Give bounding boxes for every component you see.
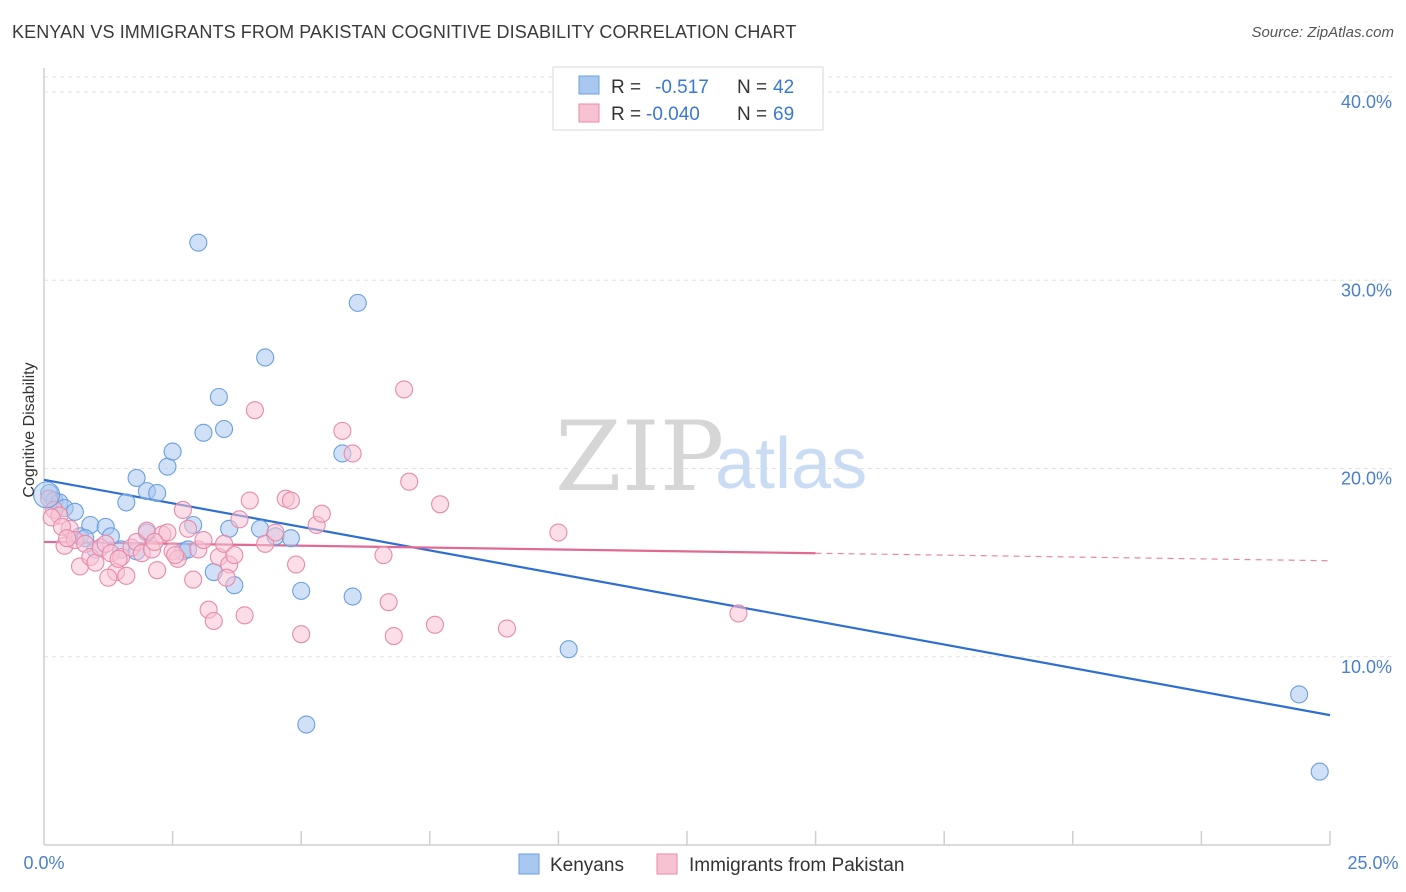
- point-series-0: [163, 442, 182, 461]
- point-series-0: [1310, 762, 1329, 781]
- point-series-1: [287, 555, 306, 574]
- series-legend: Kenyans Immigrants from Pakistan: [518, 853, 904, 876]
- point-series-0: [292, 581, 311, 600]
- point-series-0: [559, 640, 578, 659]
- watermark: ZIP atlas: [555, 401, 867, 513]
- point-series-1: [384, 627, 403, 646]
- point-series-1: [148, 561, 167, 580]
- legend-r-value-pakistan: -0.040: [646, 104, 700, 125]
- point-series-1: [395, 380, 414, 399]
- point-series-0: [214, 419, 234, 439]
- point-series-0: [148, 483, 167, 503]
- grid-lines: [44, 76, 1392, 658]
- y-tick-label: 30.0%: [1341, 280, 1392, 300]
- point-series-1: [166, 546, 185, 565]
- point-series-1: [99, 568, 118, 587]
- point-series-1: [217, 568, 236, 587]
- point-series-0: [250, 519, 270, 538]
- point-series-1: [240, 491, 259, 510]
- legend-swatch-pakistan-bottom: [656, 853, 678, 875]
- point-series-1: [173, 500, 192, 519]
- legend-r-label-kenyans: R =: [611, 77, 641, 98]
- point-series-1: [281, 491, 300, 510]
- point-series-1: [343, 444, 362, 463]
- point-series-0: [256, 348, 275, 367]
- point-series-1: [145, 532, 164, 551]
- point-series-1: [178, 519, 198, 538]
- point-series-1: [230, 510, 249, 529]
- y-tick-labels: 10.0% 20.0% 30.0% 40.0%: [1341, 92, 1392, 677]
- point-series-1: [235, 606, 254, 625]
- point-series-0: [158, 457, 177, 476]
- point-series-1: [292, 625, 311, 644]
- legend-swatch-kenyans-bottom: [518, 853, 540, 875]
- point-series-1: [58, 529, 77, 548]
- point-series-1: [312, 504, 331, 523]
- legend-label-pakistan: Immigrants from Pakistan: [689, 855, 904, 876]
- point-series-1: [549, 523, 568, 542]
- point-series-1: [117, 566, 136, 585]
- legend-n-label-pakistan: N =: [737, 104, 767, 125]
- data-points: [33, 233, 1329, 781]
- point-series-1: [158, 523, 177, 542]
- point-series-1: [214, 534, 234, 553]
- legend-n-value-pakistan: 69: [773, 104, 794, 125]
- point-series-1: [184, 570, 203, 589]
- legend-n-label-kenyans: N =: [737, 77, 767, 98]
- trend-line-series-0: [43, 478, 1331, 717]
- legend-swatch-kenyans: [578, 75, 600, 95]
- trend-line-extension-series-1: [815, 552, 1331, 562]
- point-series-1: [431, 495, 450, 514]
- point-series-1: [204, 611, 223, 631]
- legend-swatch-pakistan: [578, 103, 600, 123]
- legend-label-kenyans: Kenyans: [550, 855, 624, 876]
- watermark-atlas: atlas: [715, 424, 867, 504]
- point-series-1: [729, 604, 748, 623]
- legend-n-value-kenyans: 42: [773, 77, 794, 98]
- point-series-0: [343, 587, 362, 606]
- point-series-0: [209, 387, 228, 407]
- correlation-legend: R = -0.517 N = 42 R = -0.040 N = 69: [552, 66, 824, 131]
- point-series-1: [225, 546, 244, 565]
- y-tick-label: 20.0%: [1341, 469, 1392, 489]
- y-axis-label: Cognitive Disability: [21, 362, 38, 497]
- point-series-1: [333, 421, 352, 440]
- point-series-0: [194, 423, 213, 442]
- source-credit: Source: ZipAtlas.com: [1251, 24, 1394, 41]
- point-series-0: [127, 468, 146, 487]
- point-series-0: [189, 233, 208, 252]
- point-series-1: [266, 523, 285, 542]
- point-series-1: [245, 401, 264, 420]
- point-series-1: [86, 553, 105, 572]
- point-series-1: [109, 549, 128, 568]
- point-series-1: [256, 534, 275, 553]
- point-series-0: [281, 529, 300, 548]
- point-series-1: [425, 615, 444, 634]
- point-series-0: [348, 293, 367, 312]
- x-tick-label-max: 25.0%: [1347, 853, 1398, 873]
- point-series-0: [297, 715, 316, 734]
- x-ticks: [171, 831, 1331, 845]
- y-tick-label: 10.0%: [1341, 657, 1392, 677]
- point-series-1: [379, 593, 398, 612]
- point-series-1: [400, 472, 419, 491]
- chart-title: KENYAN VS IMMIGRANTS FROM PAKISTAN COGNI…: [12, 22, 797, 42]
- x-tick-label-min: 0.0%: [23, 853, 64, 873]
- legend-r-label-pakistan: R =: [611, 104, 641, 125]
- legend-r-value-kenyans: -0.517: [655, 77, 709, 98]
- point-series-0: [1290, 685, 1309, 704]
- point-series-0: [117, 493, 136, 512]
- point-series-1: [194, 531, 213, 550]
- point-series-0: [65, 502, 84, 521]
- y-tick-label: 40.0%: [1341, 92, 1392, 112]
- point-series-1: [374, 546, 393, 565]
- point-series-1: [497, 619, 517, 638]
- point-cluster-series-0: [33, 481, 61, 509]
- watermark-zip: ZIP: [555, 401, 724, 513]
